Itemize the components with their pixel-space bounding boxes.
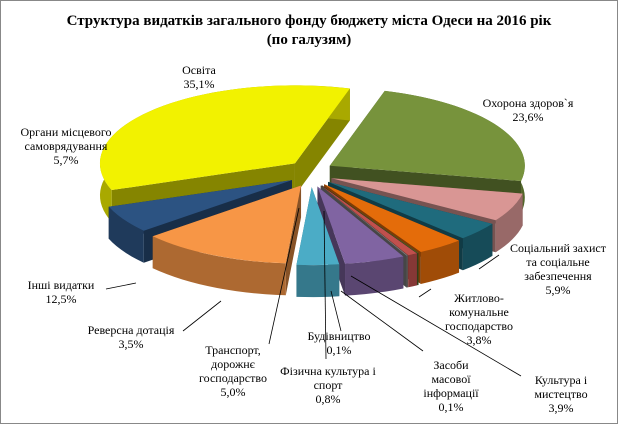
slice xyxy=(324,184,460,253)
data-label: Будівництво 0,1% xyxy=(294,329,384,357)
value-label: 5,9% xyxy=(545,283,571,297)
slice-wall xyxy=(495,193,523,253)
category-label: Соціальний захист та соціальне забезпече… xyxy=(510,241,606,283)
value-label: 0,1% xyxy=(438,400,464,414)
category-label: Охорона здоров`я xyxy=(482,96,574,110)
value-label: 35,1% xyxy=(183,77,215,91)
chart-title: Структура видатків загального фонду бюдж… xyxy=(66,13,552,29)
slice-wall xyxy=(296,264,340,298)
category-label: Фізична культура і спорт xyxy=(280,364,376,392)
data-label: Соціальний захист та соціальне забезпече… xyxy=(508,241,608,297)
slice-wall xyxy=(462,223,493,271)
value-label: 23,6% xyxy=(512,110,544,124)
slice-wall xyxy=(408,253,417,288)
category-label: Засоби масової інформації xyxy=(423,358,479,400)
slice xyxy=(152,185,302,264)
slice xyxy=(296,187,340,266)
data-label: Реверсна дотація 3,5% xyxy=(71,323,191,351)
leader-lines xyxy=(105,207,522,377)
data-label: Засоби масової інформації 0,1% xyxy=(416,358,486,414)
slice xyxy=(317,186,404,264)
slice xyxy=(99,85,350,191)
data-label: Культура і мистецтво 3,9% xyxy=(521,373,601,415)
data-label: Транспорт, дорожнє господарство 5,0% xyxy=(186,343,281,399)
value-label: 5,7% xyxy=(53,153,79,167)
slice-wall xyxy=(420,240,460,285)
slice xyxy=(320,185,408,256)
category-label: Будівництво xyxy=(307,329,371,343)
slice xyxy=(331,178,523,221)
slice xyxy=(108,180,292,231)
category-label: Житлово-комунальне господарство xyxy=(445,291,513,333)
category-label: Культура і мистецтво xyxy=(534,373,588,401)
chart-subtitle: (по галузям) xyxy=(266,32,352,48)
slice xyxy=(321,185,419,254)
category-label: Реверсна дотація xyxy=(87,323,175,337)
category-label: Освіта xyxy=(182,63,216,77)
value-label: 3,5% xyxy=(118,337,144,351)
data-label: Фізична культура і спорт 0,8% xyxy=(273,364,383,406)
value-label: 0,8% xyxy=(315,392,341,406)
data-label: Інші видатки 12,5% xyxy=(11,278,111,306)
slice xyxy=(329,90,525,182)
value-label: 5,0% xyxy=(220,385,246,399)
value-label: 3,8% xyxy=(466,333,492,347)
data-label: Охорона здоров`я 23,6% xyxy=(458,96,598,124)
slice-wall xyxy=(108,206,144,263)
value-label: 12,5% xyxy=(45,292,77,306)
slice xyxy=(321,185,417,256)
category-label: Інші видатки xyxy=(27,278,95,292)
slice-wall xyxy=(417,252,419,286)
category-label: Транспорт, дорожнє господарство xyxy=(199,343,267,385)
data-label: Освіта 35,1% xyxy=(154,63,244,91)
category-label: Органи місцевого самоврядування xyxy=(20,125,112,153)
value-label: 0,1% xyxy=(326,343,352,357)
slice-wall xyxy=(345,256,404,296)
data-label: Органи місцевого самоврядування 5,7% xyxy=(1,125,136,167)
slice-tops xyxy=(99,85,525,266)
slice-wall xyxy=(152,236,286,296)
value-label: 3,9% xyxy=(548,401,574,415)
slice xyxy=(328,181,493,239)
slice-wall xyxy=(406,255,408,288)
data-label: Житлово-комунальне господарство 3,8% xyxy=(429,291,529,347)
